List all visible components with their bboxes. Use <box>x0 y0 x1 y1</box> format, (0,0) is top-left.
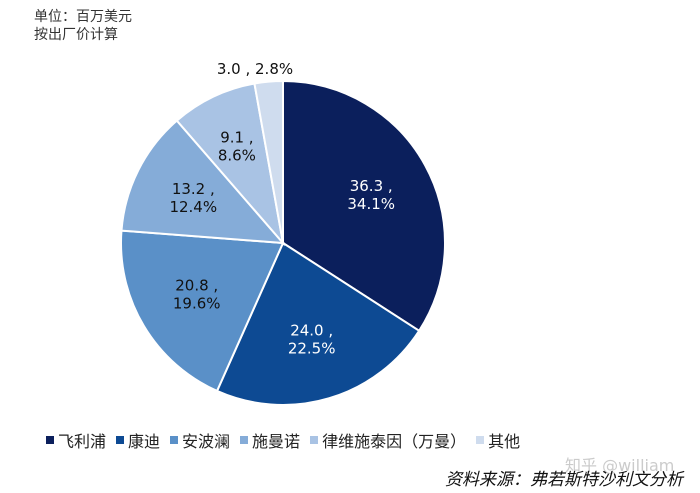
legend-item: 律维施泰因（万曼） <box>310 428 466 452</box>
slice-data-label: 3.0 , 2.8% <box>217 60 293 78</box>
chart-legend: 飞利浦 康迪 安波澜 施曼诺 律维施泰因（万曼） 其他 <box>46 428 526 452</box>
legend-item: 康迪 <box>116 428 160 452</box>
pie-slice <box>120 229 285 393</box>
pie-slice <box>175 82 285 247</box>
legend-swatch <box>116 436 125 444</box>
legend-swatch <box>476 436 485 444</box>
legend-label: 飞利浦 <box>58 432 107 451</box>
pie-chart: 36.3 , 34.1% 24.0 , 22.5% 20.8 , 19.6% 13.2 ,1… <box>120 60 446 406</box>
slice-data-label: 20.8 , 19.6% <box>173 276 221 312</box>
legend-label: 其他 <box>488 432 521 451</box>
legend-label: 律维施泰因（万曼） <box>322 432 467 451</box>
legend-swatch <box>170 436 179 444</box>
slice-data-label: 24.0 , 22.5% <box>288 321 336 357</box>
pie-slice <box>253 79 284 244</box>
legend-label: 施曼诺 <box>252 432 301 451</box>
legend-swatch <box>310 436 319 444</box>
pie-slice <box>120 119 286 245</box>
slice-data-label: 9.1 , 8.6% <box>218 129 256 165</box>
pie-slice <box>215 241 421 406</box>
legend-item: 飞利浦 <box>46 428 106 452</box>
slice-data-label: 13.2 , 12.4% <box>169 180 217 216</box>
slice-data-label: 36.3 , 34.1% <box>347 177 395 213</box>
legend-label: 安波澜 <box>182 432 231 451</box>
unit-note-line2: 按出厂价计算 <box>34 27 118 43</box>
legend-swatch <box>46 436 54 444</box>
source-note: 资料来源：弗若斯特沙利文分析 <box>445 470 683 490</box>
watermark-text: 知乎 @william <box>565 456 675 475</box>
legend-item: 施曼诺 <box>240 428 300 452</box>
legend-label: 康迪 <box>128 432 161 451</box>
unit-note: 单位：百万美元 按出厂价计算 <box>34 8 132 44</box>
unit-note-line1: 单位：百万美元 <box>34 9 132 25</box>
legend-item: 其他 <box>476 428 520 452</box>
legend-item: 安波澜 <box>170 428 230 452</box>
legend-swatch <box>240 436 249 444</box>
